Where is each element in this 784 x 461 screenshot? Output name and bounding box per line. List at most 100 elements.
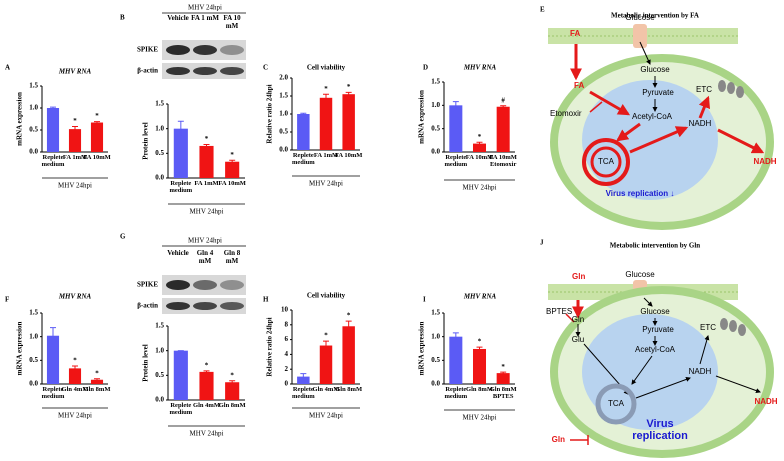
x-tick-label-box: FA 10mM [335,152,363,159]
outcome-label: Virus replication ↓ [606,189,675,198]
diagram-e: E Metabolic intervention by FA FA Glucos… [540,6,777,230]
inhibit [565,313,575,323]
etc-complexes [718,80,744,98]
y-tick-label: 0.0 [29,380,38,388]
x-axis-label: MHV 24hpi [58,182,92,190]
x-tick-label: FA 10mM [465,154,494,161]
node-label: NADH [753,157,776,166]
y-tick-label: 1.0 [29,332,38,340]
blot-header: MHV 24hpi [188,237,222,245]
x-tick-label: Gln 4mM [193,402,220,409]
bar [342,326,355,384]
x-tick-label-box: FA 10mM Etomoxir [489,154,517,168]
y-tick-label: 1.5 [431,309,440,317]
arrow [616,122,641,142]
y-tick-label: 10 [281,306,289,314]
node-label: Glucose [640,65,670,74]
bar [225,161,240,178]
y-tick-label: 0.5 [29,126,38,134]
x-tick-label-box: Replete medium [169,180,192,194]
x-axis-label: MHV 24hpi [190,430,224,438]
y-tick-label: 1.5 [279,92,288,100]
significance-marker: * [501,363,505,371]
x-tick-label: FA 10mM [218,180,246,187]
y-tick-label: 1.0 [431,101,440,109]
diagram-title: Metabolic intervention by FA [611,12,699,20]
chart-title: MHV RNA [463,293,497,301]
bar [472,348,487,384]
x-tick-label-box: FA 10mM [218,180,246,187]
tca-cycle [590,146,622,178]
error-bar [94,378,100,381]
arrow [631,355,653,385]
node-label: Glucose [625,270,655,279]
panel-label: D [423,64,428,72]
y-tick-label: 4 [285,350,289,358]
y-axis-label: mRNA expression [16,322,24,376]
bar [342,94,355,150]
diagram-title: Metabolic intervention by Gln [610,242,701,250]
x-tick-label: Gln 8mM [83,386,111,393]
lane-label-box: FA 1 mM [191,14,219,22]
x-tick-label: Gln 8mM BPTES [489,386,517,400]
bar [319,97,333,150]
x-tick-label: FA 10mM Etomoxir [489,154,517,168]
chart-title: MHV RNA [463,64,497,72]
x-tick-label-box: Gln 4mM [62,386,89,393]
bar [297,376,310,384]
error-bar [177,120,184,137]
diagram-j: J Metabolic intervention by Gln Gln Gluc… [540,239,778,458]
error-bar [229,159,236,164]
y-tick-label: 0.5 [155,149,164,157]
x-tick-label-box: Gln 8mM [83,386,111,393]
panel-label: G [120,233,126,241]
significance-marker: * [347,83,351,91]
x-tick-label-box: FA 1mM [63,154,87,161]
bar [297,114,310,150]
node-label: Gln [572,272,585,281]
x-tick-label: Gln 8mM [466,386,493,393]
lane-label-box: Vehicle [167,14,189,22]
inhibit [589,101,603,113]
y-tick-label: 1.0 [29,104,38,112]
node-label: Gln [552,435,565,444]
blot-band [193,45,217,55]
bar [319,345,333,384]
significance-marker: * [230,371,234,379]
bar [90,122,104,152]
error-bar [452,332,459,341]
blot-row-label: β-actin [137,302,158,310]
node-label: TCA [608,399,625,408]
node-label: Acetyl-CoA [632,112,673,121]
error-bar [72,125,78,132]
x-axis-label: MHV 24hpi [190,208,224,216]
node-label: ETC [696,85,712,94]
arrow [698,95,711,119]
y-axis-label: Protein level [142,344,150,381]
error-bar [500,371,507,375]
bar [449,105,463,152]
error-bar [50,106,56,109]
bar [449,336,463,384]
chart-title: Cell viability [307,64,346,72]
error-bar [300,112,307,115]
bar [68,129,82,152]
node-label: NADH [754,397,777,406]
x-tick-label: Gln 8mM [335,386,363,393]
bar [496,373,510,384]
node-label: Pyruvate [642,325,674,334]
error-bar [203,143,210,148]
x-tick-label: Gln 4mM [312,386,340,393]
x-tick-label: Replete medium [444,386,468,400]
error-bar [476,346,483,351]
blot-band [166,302,190,310]
blot-band [166,280,190,290]
x-tick-label: FA 1mM [194,180,219,187]
bar [46,108,60,152]
y-tick-label: 1.0 [279,110,288,118]
significance-marker: * [324,85,328,93]
x-axis-label: MHV 24hpi [309,412,343,420]
x-tick-label: Gln 8mM [218,402,246,409]
significance-marker: * [205,135,209,143]
